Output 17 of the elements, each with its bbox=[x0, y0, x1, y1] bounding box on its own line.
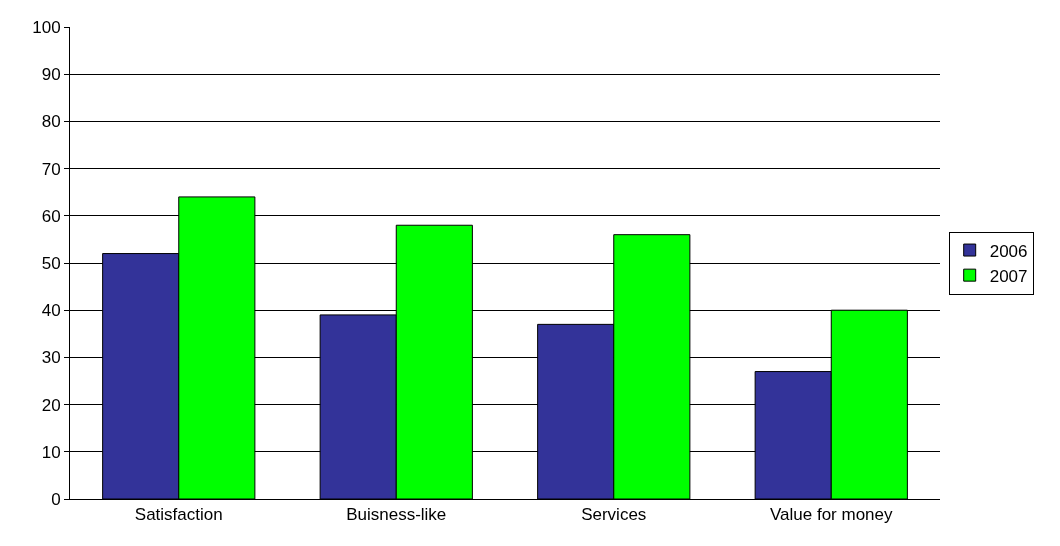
y-tick-label: 90 bbox=[41, 65, 61, 85]
x-tick-label: Satisfaction bbox=[134, 505, 223, 525]
y-tick-label: 10 bbox=[41, 442, 61, 462]
x-tick-label: Buisness-like bbox=[346, 505, 447, 525]
y-tick-label: 70 bbox=[41, 159, 61, 179]
legend-label: 2007 bbox=[989, 266, 1028, 286]
y-tick-label: 30 bbox=[41, 348, 61, 368]
y-tick-label: 60 bbox=[41, 206, 61, 226]
x-tick-label: Services bbox=[581, 505, 647, 525]
y-tick-label: 100 bbox=[32, 17, 61, 37]
y-tick-label: 20 bbox=[41, 395, 61, 415]
y-tick-label: 0 bbox=[51, 489, 61, 509]
y-tick-label: 80 bbox=[41, 112, 61, 132]
legend-label: 2006 bbox=[989, 241, 1028, 261]
y-tick-label: 40 bbox=[41, 301, 61, 321]
x-tick-label: Value for money bbox=[769, 505, 894, 525]
y-tick-label: 50 bbox=[41, 253, 61, 273]
